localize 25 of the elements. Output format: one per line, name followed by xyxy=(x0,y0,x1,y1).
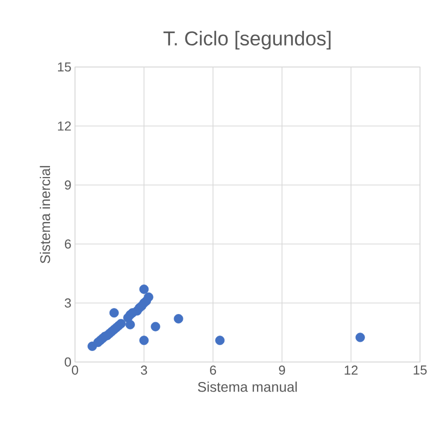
point xyxy=(139,336,149,346)
y-tick-label: 0 xyxy=(64,357,71,367)
point xyxy=(356,332,365,342)
y-tick-label: 3 xyxy=(64,298,71,308)
y-tick-label: 9 xyxy=(64,180,71,190)
point xyxy=(116,318,126,328)
x-tick-label: 12 xyxy=(344,366,358,375)
x-tick-label: 9 xyxy=(278,366,286,375)
chart-title: T. Ciclo [segundos] xyxy=(163,30,331,50)
point xyxy=(109,308,119,318)
point xyxy=(139,284,149,294)
y-tick-label: 6 xyxy=(64,239,71,249)
point xyxy=(144,292,154,302)
x-axis-title: Sistema manual xyxy=(198,382,297,392)
x-tick-label: 3 xyxy=(140,366,148,375)
point xyxy=(150,322,160,332)
point xyxy=(215,336,225,346)
point xyxy=(174,314,184,324)
point xyxy=(126,320,135,330)
x-tick-label: 15 xyxy=(414,366,427,375)
x-tick-label: 0 xyxy=(72,366,78,375)
y-tick-label: 15 xyxy=(58,62,71,72)
y-tick-label: 12 xyxy=(58,121,71,131)
y-axis-title: Sistema inercial xyxy=(40,166,50,264)
x-tick-label: 6 xyxy=(210,366,216,375)
